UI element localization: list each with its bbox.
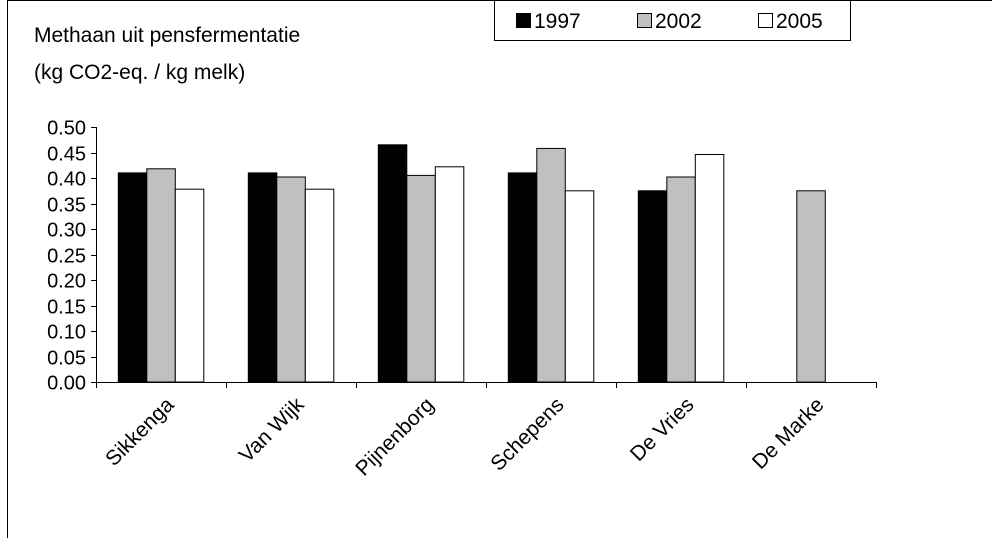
bar-sikkenga-2005 bbox=[174, 188, 205, 383]
bar-schepens-1997 bbox=[507, 172, 538, 383]
plot-area bbox=[117, 144, 826, 383]
bar-de-vries-1997 bbox=[637, 190, 668, 383]
bar-sikkenga-1997 bbox=[117, 172, 148, 383]
legend-label-2005: 2005 bbox=[776, 10, 823, 33]
x-tick-label-schepens: Schepens bbox=[486, 393, 568, 475]
y-tick-label: 0.20 bbox=[47, 271, 86, 293]
y-tick-label: 0.25 bbox=[47, 246, 86, 268]
x-tick-label-sikkenga: Sikkenga bbox=[101, 393, 179, 471]
x-tick-label-pijnenborg: Pijnenborg bbox=[351, 393, 438, 480]
chart-subtitle: (kg CO2-eq. / kg melk) bbox=[34, 61, 245, 84]
bar-schepens-2005 bbox=[564, 190, 595, 383]
chart-title: Methaan uit pensfermentatie bbox=[34, 24, 300, 47]
y-tick-label: 0.10 bbox=[47, 322, 86, 344]
y-tick-label: 0.30 bbox=[47, 220, 86, 242]
legend-swatch-2005 bbox=[758, 13, 773, 28]
x-tick-label-de-marke: De Marke bbox=[748, 393, 829, 474]
bar-de-vries-2002 bbox=[666, 176, 696, 383]
legend-label-1997: 1997 bbox=[534, 10, 581, 33]
y-tick-label: 0.50 bbox=[47, 118, 86, 140]
bar-van-wijk-2005 bbox=[304, 188, 335, 383]
legend: 1997 2002 2005 bbox=[494, 0, 851, 41]
y-tick-label: 0.05 bbox=[47, 348, 86, 370]
x-tick-label-de-vries: De Vries bbox=[626, 393, 699, 466]
y-tick-label: 0.45 bbox=[47, 144, 86, 166]
bar-van-wijk-1997 bbox=[247, 172, 278, 383]
bar-sikkenga-2002 bbox=[146, 168, 176, 383]
legend-swatch-1997 bbox=[516, 13, 531, 28]
bar-pijnenborg-2005 bbox=[434, 166, 465, 383]
x-axis: Sikkenga Van Wijk Pijnenborg Schepens De Vri… bbox=[96, 382, 877, 481]
legend-swatch-2002 bbox=[637, 13, 652, 28]
y-tick-label: 0.35 bbox=[47, 195, 86, 217]
legend-label-2002: 2002 bbox=[655, 10, 702, 33]
y-axis: 0.00 0.05 0.10 0.15 0.20 0.25 0.30 0.35 0.40 0.45… bbox=[47, 118, 97, 395]
y-tick-label: 0.00 bbox=[47, 373, 86, 395]
y-tick-label: 0.40 bbox=[47, 169, 86, 191]
x-tick-label-van-wijk: Van Wijk bbox=[235, 393, 309, 467]
y-tick-label: 0.15 bbox=[47, 297, 86, 319]
bar-schepens-2002 bbox=[536, 147, 566, 383]
bar-de-marke-2002 bbox=[796, 190, 826, 383]
bar-van-wijk-2002 bbox=[276, 176, 306, 383]
bar-pijnenborg-1997 bbox=[377, 144, 408, 383]
legend-box bbox=[494, 0, 851, 41]
bar-de-vries-2005 bbox=[694, 154, 725, 383]
bar-pijnenborg-2002 bbox=[406, 174, 436, 383]
